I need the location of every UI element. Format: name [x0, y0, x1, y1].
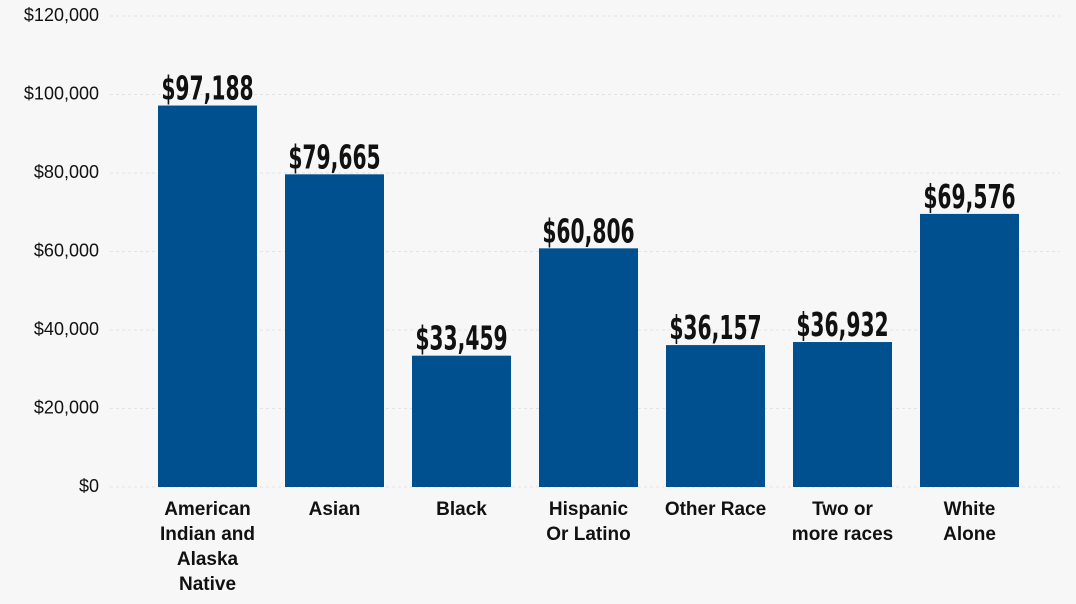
- data-label: $60,806: [542, 214, 634, 251]
- x-tick-label-line: American: [164, 499, 251, 520]
- bar: [285, 174, 384, 487]
- data-label: $79,665: [288, 140, 380, 177]
- bar: [920, 213, 1019, 488]
- x-tick-label-line: Or Latino: [546, 524, 630, 545]
- x-tick-label-line: White: [944, 499, 996, 520]
- x-tick-label-line: Alone: [943, 524, 996, 545]
- bars: [158, 105, 1019, 488]
- y-tick-label: $20,000: [34, 397, 99, 417]
- y-tick-label: $120,000: [24, 5, 99, 25]
- bar: [539, 248, 638, 487]
- x-tick-label: Black: [436, 499, 487, 520]
- y-tick-label: $0: [79, 476, 99, 496]
- bar: [793, 342, 892, 487]
- data-label: $97,188: [161, 71, 253, 108]
- x-tick-label-line: Native: [179, 574, 236, 595]
- x-tick-label-line: Two or: [812, 499, 873, 520]
- x-tick-label: Other Race: [665, 499, 766, 520]
- x-tick-label: Hispanic Or Latino: [546, 499, 630, 545]
- x-tick-label: Asian: [309, 499, 361, 520]
- x-tick-label: White Alone: [943, 499, 996, 545]
- data-label: $69,576: [923, 179, 1015, 216]
- x-tick-label-line: Alaska: [177, 549, 239, 570]
- bar: [158, 105, 257, 487]
- x-tick-label-line: Other Race: [665, 499, 766, 520]
- x-tick-label-line: Indian and: [160, 524, 255, 545]
- y-tick-label: $60,000: [34, 240, 99, 260]
- data-label: $33,459: [415, 321, 507, 358]
- data-label: $36,157: [669, 310, 761, 347]
- data-label: $36,932: [796, 307, 888, 344]
- bar: [412, 355, 511, 487]
- data-labels: $97,188 $79,665 $33,459 $60,806 $36,157 $36,9…: [161, 71, 1015, 358]
- x-tick-label-line: Asian: [309, 499, 361, 520]
- x-tick-label-line: Hispanic: [549, 499, 629, 520]
- x-axis: American Indian and Alaska Native Asian Black…: [160, 499, 996, 595]
- x-tick-label-line: Black: [436, 499, 487, 520]
- x-tick-label-line: more races: [792, 524, 893, 545]
- x-tick-label: American Indian and Alaska Native: [160, 499, 255, 595]
- y-tick-label: $100,000: [24, 83, 99, 103]
- y-tick-label: $80,000: [34, 162, 99, 182]
- y-tick-label: $40,000: [34, 319, 99, 339]
- bar: [666, 345, 765, 487]
- y-axis: $0 $20,000 $40,000 $60,000 $80,000 $100,000 $1…: [24, 5, 99, 496]
- x-tick-label: Two or more races: [792, 499, 893, 545]
